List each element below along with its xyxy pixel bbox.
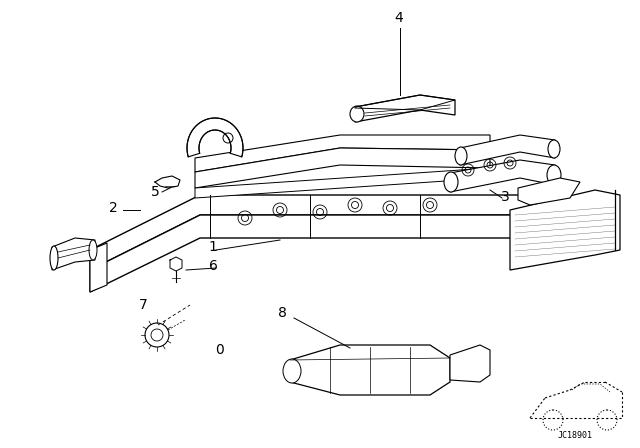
Text: 2: 2 xyxy=(109,201,117,215)
Polygon shape xyxy=(450,160,555,192)
Ellipse shape xyxy=(548,140,560,158)
Ellipse shape xyxy=(547,165,561,185)
Text: 1: 1 xyxy=(209,240,218,254)
Polygon shape xyxy=(450,345,490,382)
Polygon shape xyxy=(460,135,555,165)
Polygon shape xyxy=(90,195,540,270)
Polygon shape xyxy=(90,215,540,292)
Ellipse shape xyxy=(350,106,364,122)
Text: 4: 4 xyxy=(395,11,403,25)
Ellipse shape xyxy=(283,359,301,383)
Ellipse shape xyxy=(444,172,458,192)
Polygon shape xyxy=(90,243,107,292)
Polygon shape xyxy=(187,118,243,157)
Ellipse shape xyxy=(89,240,97,260)
Polygon shape xyxy=(195,148,490,188)
Polygon shape xyxy=(510,190,620,270)
Text: 0: 0 xyxy=(216,343,225,357)
Text: 7: 7 xyxy=(139,298,147,312)
Polygon shape xyxy=(195,135,490,172)
Polygon shape xyxy=(155,176,180,188)
Polygon shape xyxy=(52,238,95,270)
Text: 6: 6 xyxy=(209,259,218,273)
Text: 3: 3 xyxy=(500,190,509,204)
Ellipse shape xyxy=(455,147,467,165)
Polygon shape xyxy=(195,168,490,198)
Text: 8: 8 xyxy=(278,306,287,320)
Text: JC18901: JC18901 xyxy=(557,431,593,440)
Text: 5: 5 xyxy=(150,185,159,199)
Polygon shape xyxy=(355,95,455,122)
Polygon shape xyxy=(290,345,450,395)
Polygon shape xyxy=(518,178,580,205)
Ellipse shape xyxy=(50,246,58,270)
